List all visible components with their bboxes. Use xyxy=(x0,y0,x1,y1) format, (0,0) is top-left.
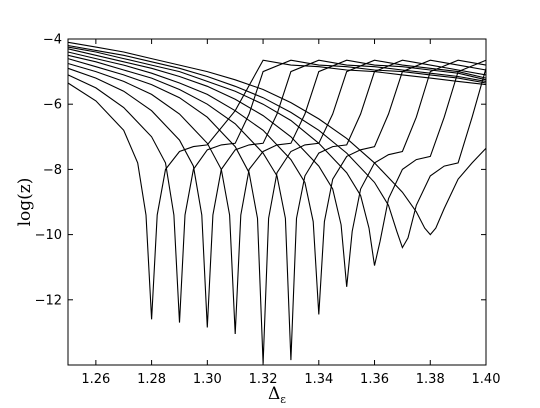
series-line-5 xyxy=(67,58,487,364)
x-tick-label: 1.38 xyxy=(416,372,445,387)
x-tick-label: 1.32 xyxy=(249,372,278,387)
series-line-2 xyxy=(67,59,487,323)
y-tick-label: −12 xyxy=(35,293,62,308)
x-tick-label: 1.40 xyxy=(472,372,501,387)
x-tick-label: 1.30 xyxy=(193,372,222,387)
x-axis-label: Δε xyxy=(268,384,286,406)
series-line-8 xyxy=(67,48,487,287)
y-tick-label: −10 xyxy=(35,228,62,243)
series-line-6 xyxy=(67,54,487,361)
x-tick-label: 1.36 xyxy=(360,372,389,387)
x-axis-label-subscript: ε xyxy=(280,393,286,406)
series-line-3 xyxy=(67,59,487,328)
y-tick-label: −8 xyxy=(43,163,62,178)
ticks: 1.26 1.28 1.30 1.32 1.34 1.36 1.38 1.40 −4 −6 −8 −1… xyxy=(35,33,501,388)
series-line-4 xyxy=(67,59,487,335)
series-line-7 xyxy=(67,51,487,315)
series-line-10 xyxy=(67,44,487,249)
y-tick-label: −6 xyxy=(43,98,62,113)
x-tick-label: 1.28 xyxy=(137,372,166,387)
plot-frame xyxy=(67,38,487,366)
series-line-1 xyxy=(67,59,487,320)
y-axis-label: log(z) xyxy=(15,178,35,227)
x-tick-label: 1.26 xyxy=(81,372,110,387)
y-tick-label: −4 xyxy=(43,33,62,48)
series-line-9 xyxy=(67,46,487,266)
x-tick-label: 1.34 xyxy=(304,372,333,387)
series-line-11 xyxy=(67,41,487,236)
curves xyxy=(67,41,487,364)
